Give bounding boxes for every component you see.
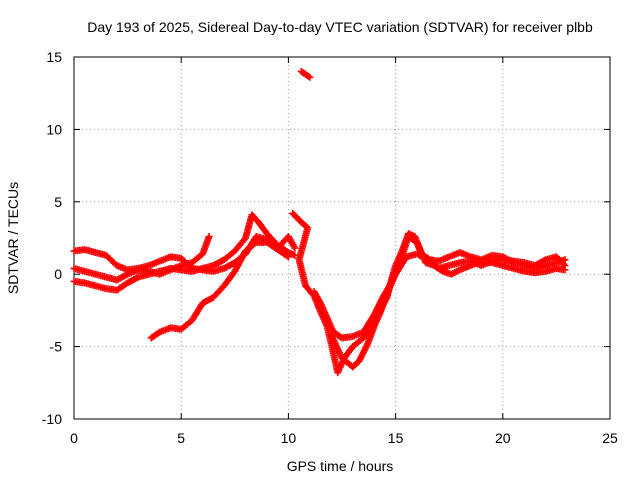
- x-axis-label: GPS time / hours: [287, 458, 394, 474]
- y-tick-label: 0: [54, 266, 62, 282]
- y-axis-ticks: -10 -5 0 5 10 15: [42, 49, 610, 427]
- y-tick-label: 15: [46, 49, 62, 65]
- y-axis-label: SDTVAR / TECUs: [5, 182, 21, 294]
- data-point: [560, 260, 568, 268]
- x-tick-label: 15: [388, 430, 404, 446]
- y-tick-label: 10: [46, 121, 62, 137]
- data-point: [291, 244, 299, 252]
- y-tick-label: 5: [54, 194, 62, 210]
- data-point: [284, 253, 292, 261]
- data-point: [283, 252, 291, 260]
- data-points: [70, 67, 569, 377]
- x-tick-label: 0: [70, 430, 78, 446]
- x-tick-label: 5: [177, 430, 185, 446]
- x-tick-label: 20: [495, 430, 511, 446]
- data-point: [304, 72, 312, 80]
- series-track-6: [310, 233, 569, 342]
- data-point: [251, 240, 259, 248]
- plot-frame: [73, 56, 611, 420]
- series-track-3: [70, 211, 299, 294]
- data-point: [306, 73, 314, 81]
- data-point: [133, 274, 141, 282]
- data-point: [205, 233, 213, 241]
- series-track-4: [147, 238, 292, 342]
- series-track-5: [289, 209, 569, 377]
- chart-title: Day 193 of 2025, Sidereal Day-to-day VTE…: [87, 19, 593, 35]
- x-tick-label: 25: [602, 430, 618, 446]
- x-tick-label: 10: [281, 430, 297, 446]
- x-axis-ticks: 0 5 10 15 20 25: [70, 57, 618, 446]
- series-outlier: [297, 67, 314, 81]
- data-point: [561, 262, 569, 270]
- y-tick-label: -10: [42, 411, 62, 427]
- data-point: [540, 257, 548, 265]
- y-tick-label: -5: [50, 339, 63, 355]
- series-track-7: [327, 250, 569, 371]
